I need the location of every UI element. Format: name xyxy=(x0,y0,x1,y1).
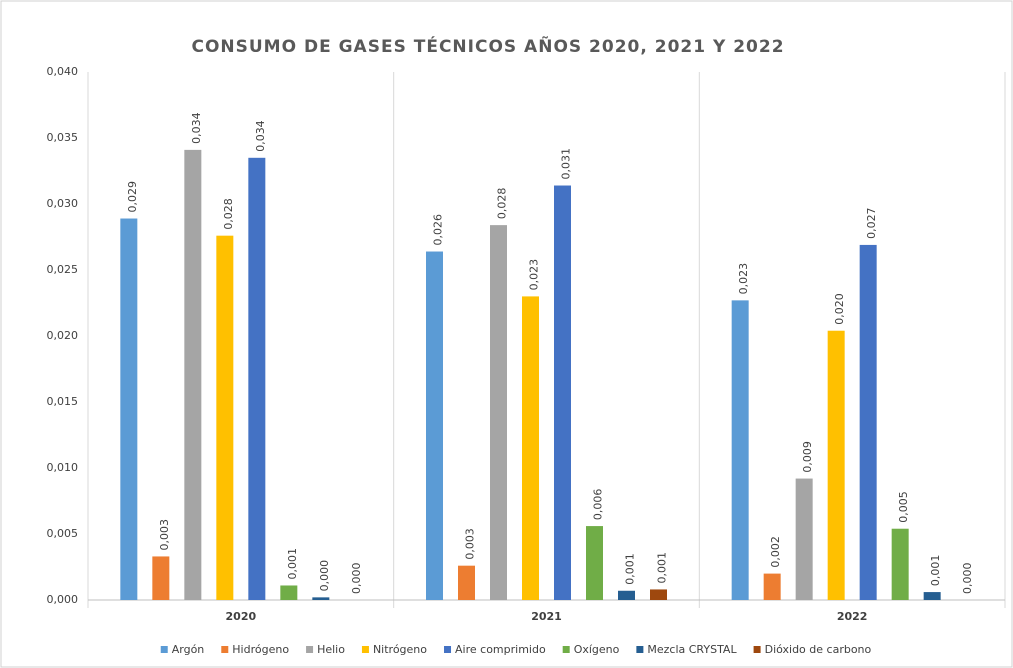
y-tick-label: 0,025 xyxy=(47,263,79,276)
bar xyxy=(586,526,603,600)
bar xyxy=(184,149,202,600)
data-label: 0,028 xyxy=(222,198,235,229)
bar xyxy=(891,528,909,600)
bar xyxy=(522,296,539,600)
bar xyxy=(120,218,138,600)
bar xyxy=(152,556,170,600)
bar xyxy=(554,185,571,600)
legend-swatch xyxy=(221,646,229,653)
y-tick-label: 0,005 xyxy=(47,527,79,540)
data-label: 0,023 xyxy=(737,263,750,295)
data-label: 0,009 xyxy=(801,441,814,473)
bar xyxy=(763,573,781,600)
data-label: 0,000 xyxy=(318,560,331,592)
bar xyxy=(618,590,635,600)
legend-swatch xyxy=(562,646,570,653)
bar xyxy=(312,597,330,600)
y-tick-label: 0,015 xyxy=(47,395,79,408)
bar xyxy=(923,592,941,600)
data-label: 0,001 xyxy=(624,553,637,585)
y-tick-label: 0,020 xyxy=(47,329,79,342)
x-tick-label: 2021 xyxy=(531,610,562,623)
legend-label: Aire comprimido xyxy=(455,643,546,656)
legend-label: Argón xyxy=(172,643,205,656)
data-label: 0,020 xyxy=(833,293,846,325)
bar xyxy=(795,478,813,600)
data-label: 0,001 xyxy=(929,555,942,587)
data-label: 0,027 xyxy=(865,207,878,239)
data-label: 0,029 xyxy=(126,181,139,213)
data-label: 0,005 xyxy=(897,491,910,523)
data-label: 0,034 xyxy=(190,112,203,144)
legend-swatch xyxy=(361,646,369,653)
chart-title: CONSUMO DE GASES TÉCNICOS AÑOS 2020, 202… xyxy=(191,34,784,57)
data-label: 0,002 xyxy=(769,536,782,568)
x-tick-label: 2020 xyxy=(226,610,257,623)
legend-label: Nitrógeno xyxy=(373,643,427,656)
legend-swatch xyxy=(306,646,314,653)
y-tick-label: 0,035 xyxy=(47,131,79,144)
bar xyxy=(280,585,298,600)
bar xyxy=(731,300,749,600)
data-label: 0,031 xyxy=(560,148,573,180)
data-label: 0,023 xyxy=(528,259,541,291)
legend-swatch xyxy=(636,646,644,653)
bar xyxy=(859,244,877,601)
data-label: 0,026 xyxy=(432,214,445,246)
data-label: 0,003 xyxy=(464,528,477,560)
y-tick-label: 0,040 xyxy=(47,65,79,78)
data-label: 0,001 xyxy=(286,548,299,580)
bar xyxy=(426,251,443,600)
bar xyxy=(490,225,507,600)
data-label: 0,003 xyxy=(158,519,171,551)
legend-swatch xyxy=(160,646,168,653)
legend-label: Hidrógeno xyxy=(232,643,289,656)
legend-swatch xyxy=(753,646,761,653)
data-label: 0,028 xyxy=(496,188,509,220)
y-tick-label: 0,000 xyxy=(47,593,79,606)
bar xyxy=(248,157,266,601)
legend-swatch xyxy=(444,646,452,653)
bar xyxy=(216,235,234,600)
y-tick-label: 0,030 xyxy=(47,197,79,210)
legend-label: Oxígeno xyxy=(574,643,620,656)
y-tick-label: 0,010 xyxy=(47,461,79,474)
bar xyxy=(827,330,845,600)
legend-label: Mezcla CRYSTAL xyxy=(647,643,737,656)
data-label: 0,006 xyxy=(592,489,605,521)
legend-label: Dióxido de carbono xyxy=(765,643,872,656)
data-label: 0,001 xyxy=(656,552,669,584)
data-label: 0,000 xyxy=(350,563,363,595)
legend-label: Helio xyxy=(317,643,345,656)
data-label: 0,034 xyxy=(254,120,267,152)
x-tick-label: 2022 xyxy=(837,610,868,623)
bar xyxy=(458,565,475,600)
data-label: 0,000 xyxy=(961,563,974,595)
bar xyxy=(650,589,667,600)
